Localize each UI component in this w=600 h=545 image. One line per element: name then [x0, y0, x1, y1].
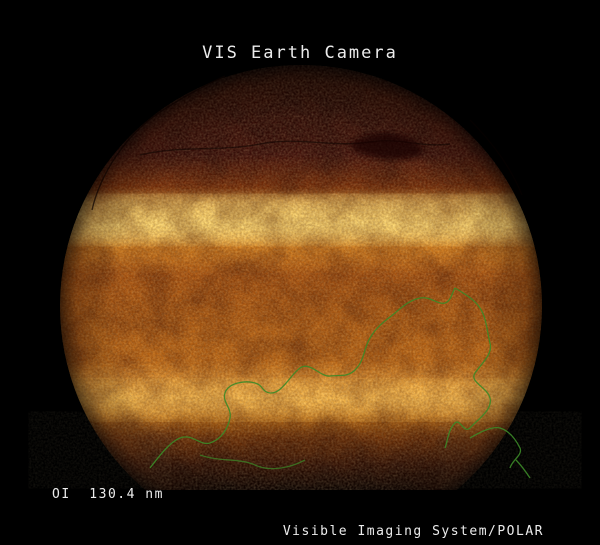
wavelength-label: OI 130.4 nm: [52, 487, 164, 502]
green-coastline-overlay: [149, 287, 531, 479]
credits: Visible Imaging System/POLAR The Univers…: [246, 484, 544, 545]
dark-terminator-patch: [350, 132, 424, 160]
earth-disk-image: [0, 60, 600, 545]
edge-speckle-left: [35, 415, 165, 485]
edge-speckle-right: [445, 415, 575, 485]
earth-disk: [60, 65, 542, 545]
earth-disk-svg: [0, 60, 600, 545]
camera-title: VIS Earth Camera: [202, 43, 398, 63]
instrument-label: Visible Imaging System/POLAR: [282, 524, 544, 539]
